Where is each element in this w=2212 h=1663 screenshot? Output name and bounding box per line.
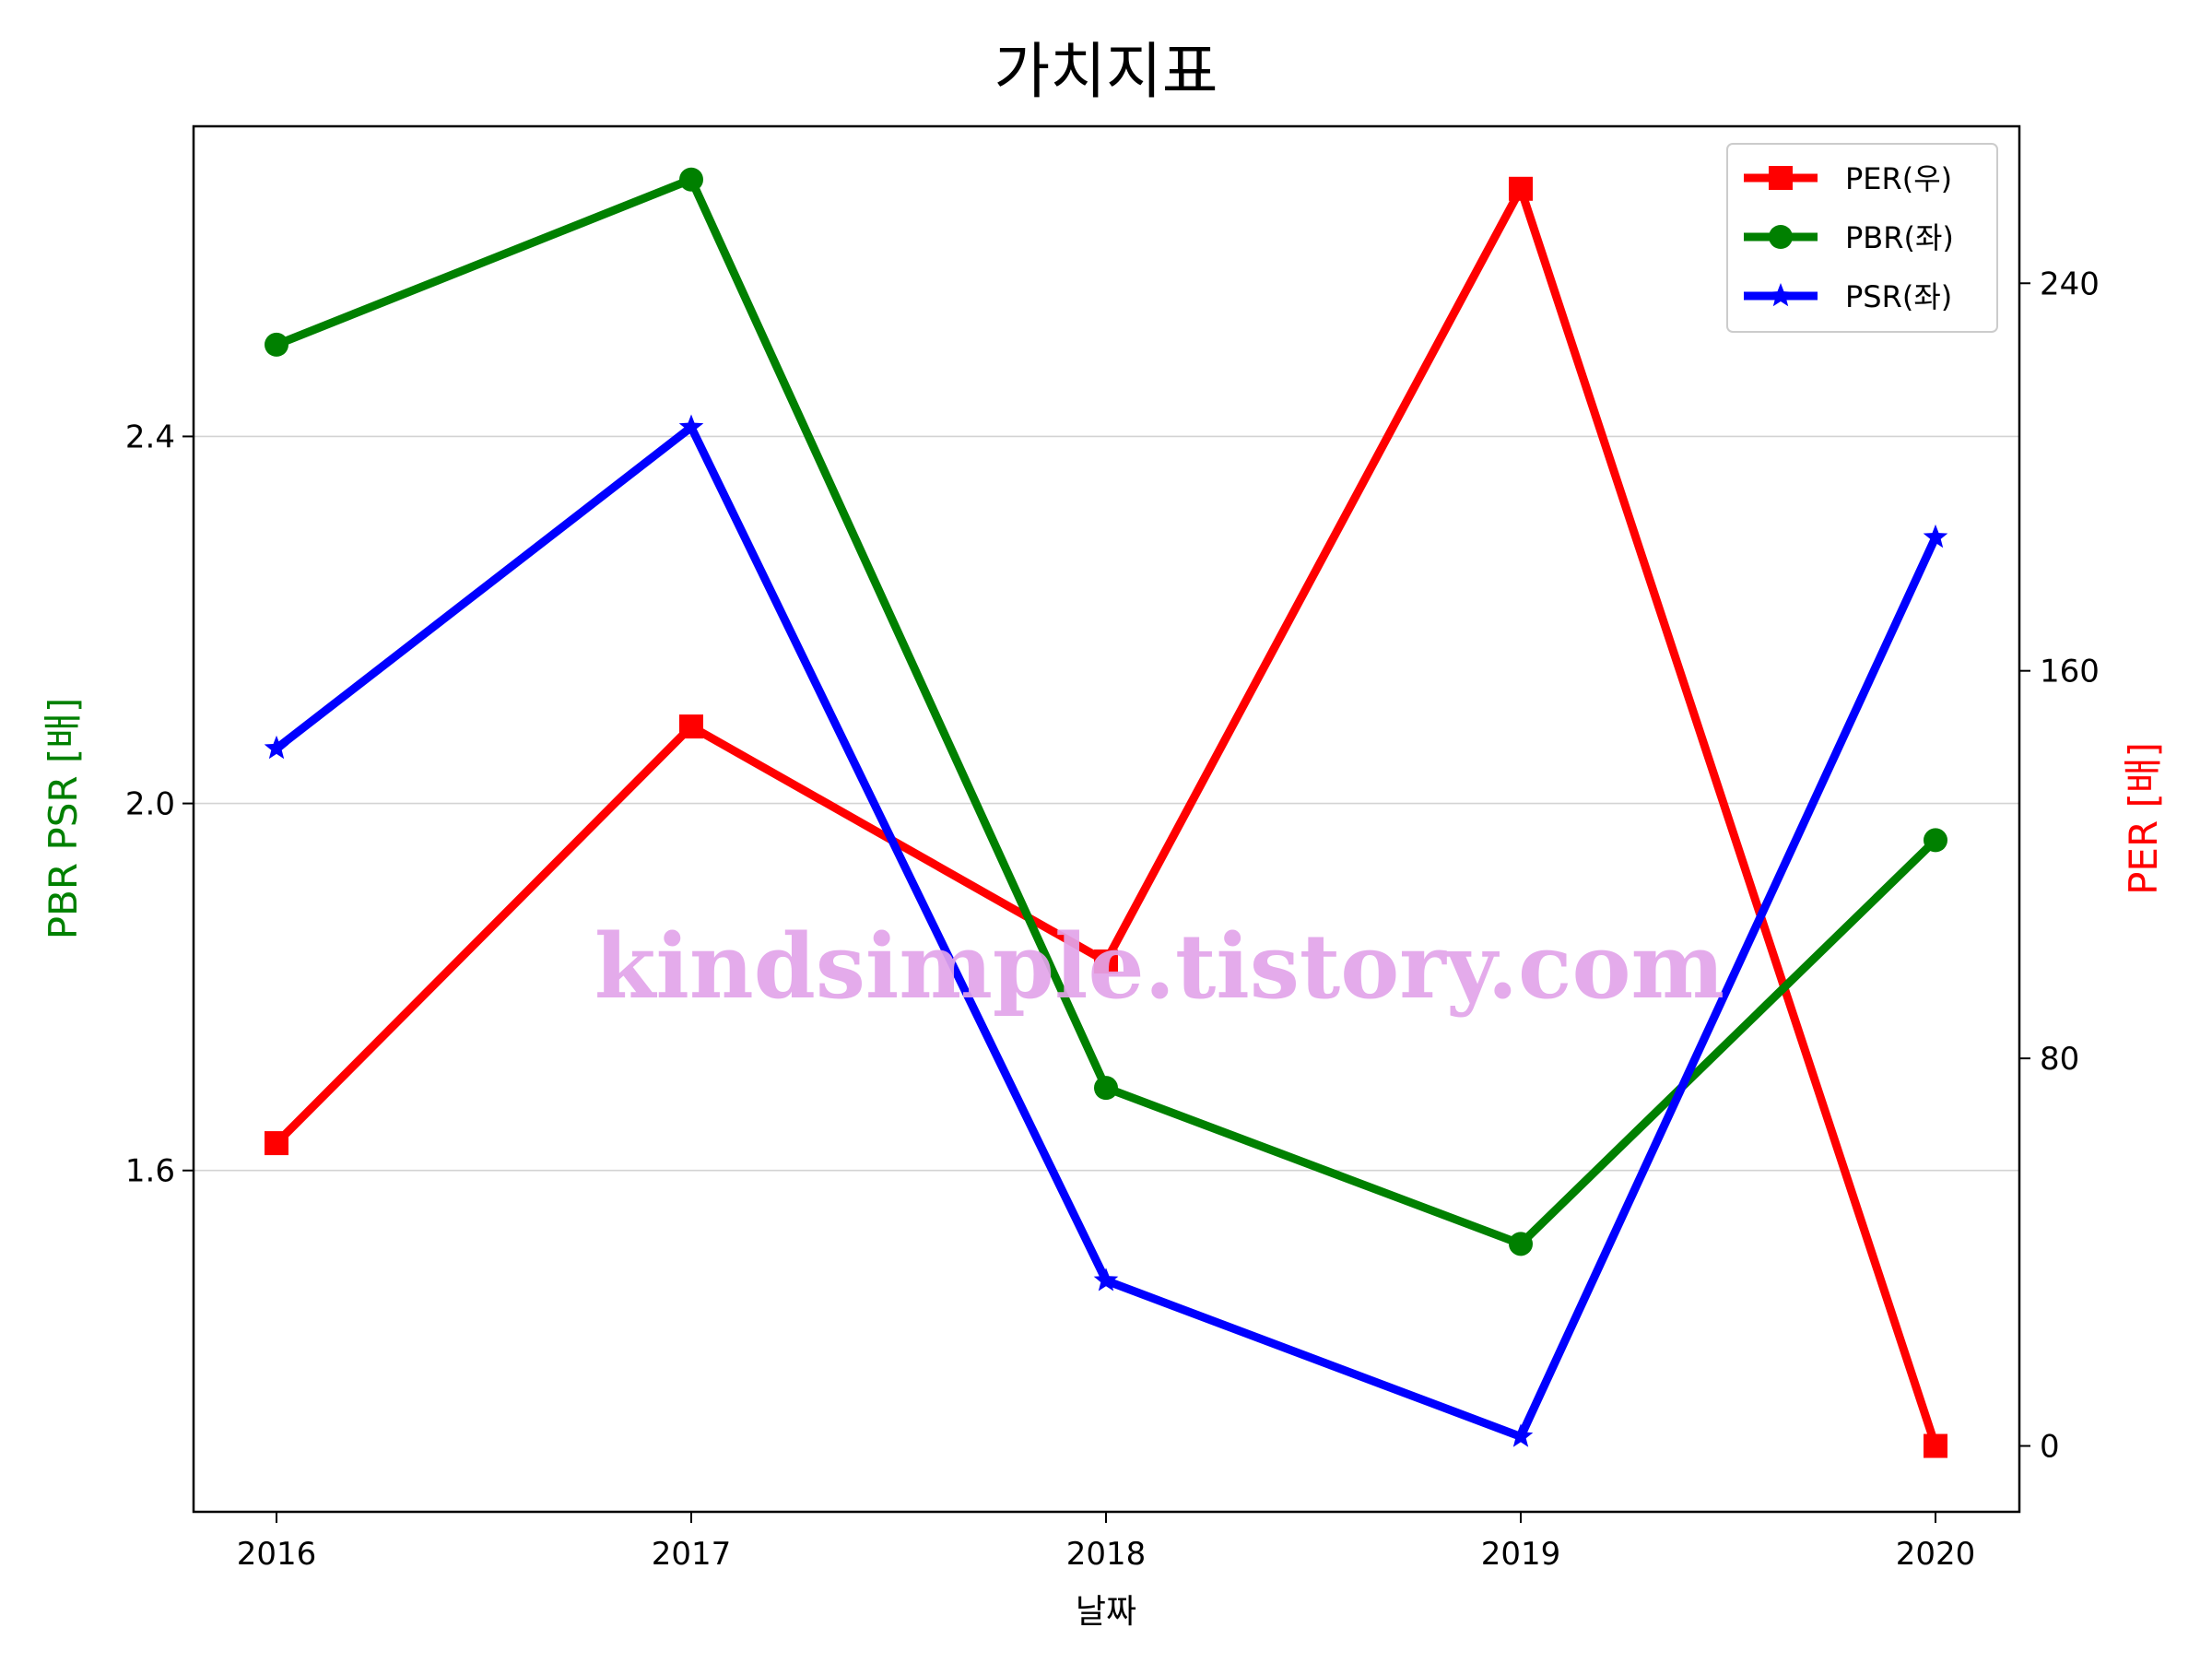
series-2 — [264, 414, 1948, 1447]
legend-label: PSR(좌) — [1845, 279, 1952, 314]
y-left-tick-label: 2.4 — [125, 419, 175, 455]
data-point — [264, 735, 289, 760]
legend-label: PER(우) — [1845, 161, 1952, 196]
legend-marker — [1769, 225, 1793, 249]
data-point — [1094, 949, 1118, 974]
legend-marker — [1768, 283, 1794, 307]
data-point — [1508, 1423, 1534, 1447]
y-right-tick-label: 0 — [2040, 1429, 2060, 1466]
axes-layer: 1.6 2.0 2.4 0 80 160 240 2016 2017 2018 2019 2020 — [125, 265, 2100, 1573]
x-tick-label: 2016 — [237, 1536, 317, 1573]
y-right-tick-label: 80 — [2040, 1041, 2079, 1078]
legend: PER(우) PBR(좌) PSR(좌) — [1726, 143, 1998, 333]
x-tick-label: 2019 — [1481, 1536, 1561, 1573]
series-0 — [265, 176, 1947, 1458]
y-left-tick-label: 1.6 — [125, 1153, 175, 1190]
data-point — [678, 414, 704, 438]
data-point — [1509, 1232, 1533, 1256]
legend-label: PBR(좌) — [1845, 220, 1954, 255]
legend-entry: PER(우) — [1744, 161, 1952, 196]
legend-marker — [1769, 166, 1793, 190]
y-axis-label-right: PER [배] — [2121, 742, 2166, 895]
data-point — [679, 714, 703, 739]
y-right-tick-label: 240 — [2040, 265, 2100, 302]
x-tick-label: 2020 — [1896, 1536, 1976, 1573]
x-tick-label: 2018 — [1066, 1536, 1147, 1573]
y-left-tick-label: 2.0 — [125, 786, 175, 823]
legend-entry: PBR(좌) — [1744, 220, 1954, 255]
data-point — [1094, 1076, 1118, 1101]
series-layer — [264, 167, 1948, 1458]
data-point — [265, 1131, 288, 1156]
data-point — [679, 167, 703, 192]
x-axis-label: 날짜 — [1076, 1593, 1136, 1631]
legend-entry: PSR(좌) — [1744, 279, 1952, 314]
series-1 — [265, 167, 1947, 1256]
data-point — [265, 332, 288, 357]
grid-layer — [194, 435, 2019, 1172]
data-point — [1924, 828, 1947, 853]
data-point — [1923, 524, 1948, 548]
watermark-text: kindsimple.tistory.com — [594, 914, 1724, 1019]
data-point — [1924, 1433, 1947, 1458]
y-axis-label-left: PBR PSR [배] — [41, 698, 86, 940]
data-point — [1093, 1268, 1119, 1291]
y-right-tick-label: 160 — [2040, 654, 2100, 690]
x-tick-label: 2017 — [652, 1536, 732, 1573]
data-point — [1509, 176, 1533, 201]
chart-title: 가치지표 — [994, 36, 1218, 107]
legend-box — [1726, 143, 1998, 333]
